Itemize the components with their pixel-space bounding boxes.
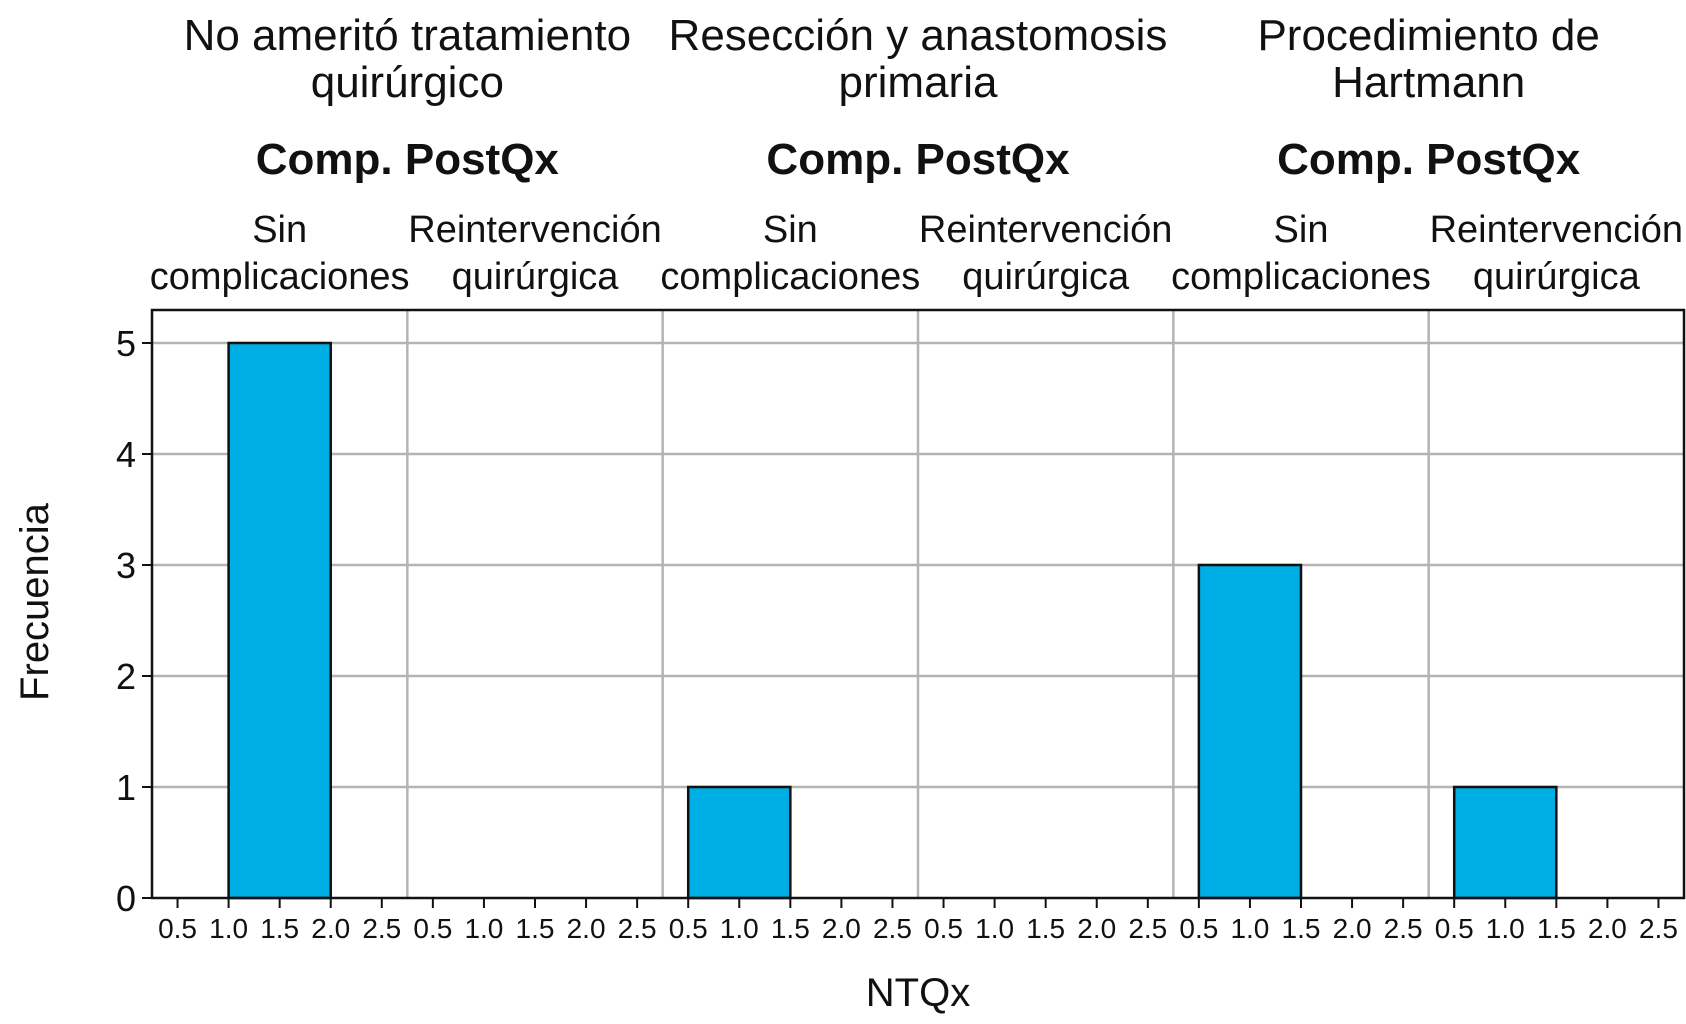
y-tick-label: 3 bbox=[116, 545, 136, 586]
frame-layer bbox=[142, 308, 1686, 908]
y-tick-label: 4 bbox=[116, 434, 136, 475]
group-title: Procedimiento de bbox=[1257, 11, 1599, 60]
group-title: quirúrgico bbox=[311, 58, 504, 107]
grid-layer bbox=[152, 310, 1684, 898]
histogram-bar bbox=[227, 341, 332, 900]
x-tick-label: 2.0 bbox=[567, 913, 606, 944]
group-title: No ameritó tratamiento bbox=[184, 11, 632, 60]
x-tick-label: 1.0 bbox=[1230, 913, 1269, 944]
panel-label: Sin bbox=[252, 209, 307, 251]
y-tick-label: 0 bbox=[116, 878, 136, 919]
x-tick-label: 0.5 bbox=[413, 913, 452, 944]
x-tick-label: 2.0 bbox=[1588, 913, 1627, 944]
plot-frame bbox=[150, 308, 1686, 900]
panel-label: complicaciones bbox=[1171, 256, 1431, 298]
strip-label: Comp. PostQx bbox=[256, 135, 560, 184]
histogram-bar bbox=[1452, 785, 1558, 900]
y-tick-label: 1 bbox=[116, 767, 136, 808]
x-tick-label: 2.5 bbox=[1384, 913, 1423, 944]
y-axis-title: Frecuencia bbox=[13, 502, 57, 701]
panel-label: Reintervención bbox=[408, 209, 661, 251]
group-title: Resección y anastomosis bbox=[669, 11, 1168, 60]
histogram-bar bbox=[1197, 563, 1303, 900]
panel-label: quirúrgica bbox=[452, 256, 620, 298]
x-tick-label: 1.5 bbox=[771, 913, 810, 944]
panel-label: quirúrgica bbox=[962, 256, 1130, 298]
x-tick-label: 1.0 bbox=[209, 913, 248, 944]
group-title: Hartmann bbox=[1332, 58, 1525, 107]
x-tick-label: 2.5 bbox=[618, 913, 657, 944]
strip-label: Comp. PostQx bbox=[1277, 135, 1581, 184]
x-tick-label: 2.0 bbox=[1333, 913, 1372, 944]
x-tick-label: 1.5 bbox=[1537, 913, 1576, 944]
panel-label: Reintervención bbox=[1430, 209, 1683, 251]
x-tick-label: 1.5 bbox=[1026, 913, 1065, 944]
strip-label: Comp. PostQx bbox=[766, 135, 1070, 184]
x-tick-label: 1.0 bbox=[720, 913, 759, 944]
x-tick-label: 2.5 bbox=[1639, 913, 1678, 944]
x-tick-label: 0.5 bbox=[924, 913, 963, 944]
histogram-bar bbox=[686, 785, 792, 900]
panel-label: complicaciones bbox=[150, 256, 410, 298]
x-tick-label: 2.5 bbox=[1128, 913, 1167, 944]
panel-label: Sin bbox=[763, 209, 818, 251]
bars-layer bbox=[227, 341, 1558, 900]
panel-label: quirúrgica bbox=[1473, 256, 1641, 298]
x-tick-label: 2.0 bbox=[311, 913, 350, 944]
x-axis-title: NTQx bbox=[866, 971, 970, 1015]
x-tick-label: 1.0 bbox=[464, 913, 503, 944]
x-tick-label: 2.5 bbox=[362, 913, 401, 944]
x-tick-label: 1.5 bbox=[1282, 913, 1321, 944]
x-tick-label: 1.0 bbox=[1486, 913, 1525, 944]
panel-label: Reintervención bbox=[919, 209, 1172, 251]
x-tick-label: 1.5 bbox=[260, 913, 299, 944]
x-tick-label: 2.0 bbox=[822, 913, 861, 944]
group-title: primaria bbox=[839, 58, 998, 107]
x-tick-label: 1.5 bbox=[516, 913, 555, 944]
x-tick-label: 0.5 bbox=[158, 913, 197, 944]
panel-label: Sin bbox=[1274, 209, 1329, 251]
x-tick-label: 0.5 bbox=[1179, 913, 1218, 944]
panel-label: complicaciones bbox=[660, 256, 920, 298]
x-tick-label: 0.5 bbox=[669, 913, 708, 944]
x-tick-label: 1.0 bbox=[975, 913, 1014, 944]
x-tick-label: 2.0 bbox=[1077, 913, 1116, 944]
x-tick-label: 2.5 bbox=[873, 913, 912, 944]
y-tick-label: 5 bbox=[116, 323, 136, 364]
y-tick-label: 2 bbox=[116, 656, 136, 697]
x-tick-label: 0.5 bbox=[1435, 913, 1474, 944]
